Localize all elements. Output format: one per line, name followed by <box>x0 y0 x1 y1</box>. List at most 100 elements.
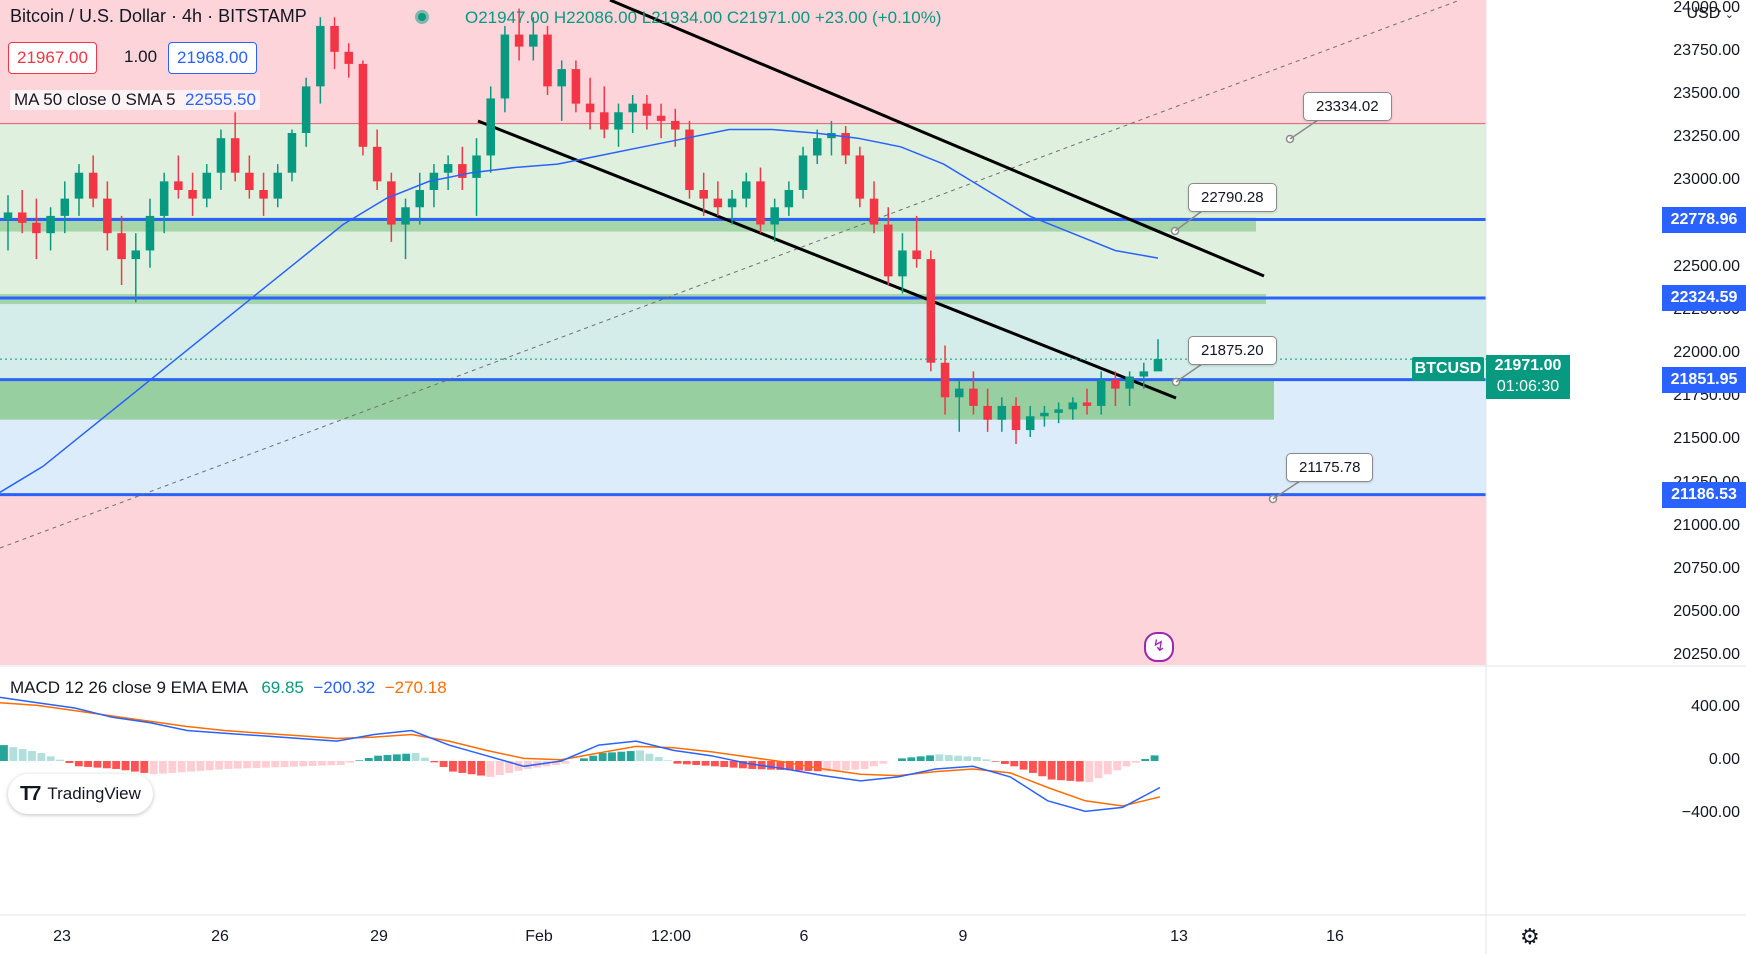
macd-hist-bar <box>748 761 757 769</box>
price-tick: 21500.00 <box>1673 430 1740 448</box>
macd-hist-bar <box>832 761 841 771</box>
macd-hist-bar <box>954 755 963 761</box>
settings-gear-icon[interactable]: ⚙ <box>1520 924 1540 949</box>
macd-hist-bar <box>215 761 224 770</box>
candle-body <box>32 222 41 234</box>
macd-hist-bar <box>355 760 364 761</box>
countdown: 01:06:30 <box>1496 378 1560 395</box>
candle-body <box>671 120 680 130</box>
macd-hist-bar <box>308 761 317 766</box>
macd-hist-bar <box>486 761 495 777</box>
candle-body <box>17 212 27 223</box>
macd-hist-bar <box>944 755 953 761</box>
macd-hist-bar <box>1057 761 1065 781</box>
price-tick: 22000.00 <box>1673 344 1740 362</box>
change-value: +23.00 (+0.10%) <box>814 8 942 27</box>
macd-hist-bar <box>551 761 560 765</box>
candle-body <box>174 181 183 190</box>
macd-hist-bar <box>580 758 588 761</box>
callout-21175[interactable]: 21175.78 <box>1286 453 1374 482</box>
macd-hist-bar <box>177 761 186 773</box>
callout-22790[interactable]: 22790.28 <box>1188 183 1277 212</box>
macd-hist-bar <box>1066 761 1075 781</box>
level-tag: 22324.59 <box>1662 285 1746 312</box>
candle-body <box>188 190 197 199</box>
macd-hist-bar <box>121 761 130 771</box>
macd-hist-bar <box>318 761 326 766</box>
lightning-icon[interactable]: ↯ <box>1144 632 1174 662</box>
candle-body <box>230 138 240 173</box>
candle-body <box>883 224 893 277</box>
macd-hist-bar <box>626 751 635 761</box>
macd-hist-bar <box>140 761 149 773</box>
macd-hist-bar <box>1010 761 1019 767</box>
macd-hist-bar <box>102 761 111 769</box>
candle-body <box>798 155 808 190</box>
macd-hist-bar <box>271 761 280 768</box>
macd-hist-bar <box>898 758 906 761</box>
candle-body <box>1153 359 1163 372</box>
time-tick: 12:00 <box>650 928 692 945</box>
candle-body <box>117 233 126 260</box>
symbol-title[interactable]: Bitcoin / U.S. Dollar · 4h · BITSTAMP <box>10 6 307 26</box>
buy-price-button[interactable]: 21968.00 <box>168 42 257 74</box>
symbol-tag: BTCUSD <box>1412 357 1484 381</box>
macd-line-value: −200.32 <box>313 678 376 697</box>
price-tick: 22500.00 <box>1673 257 1740 275</box>
macd-hist-bar <box>767 761 775 770</box>
macd-hist-bar <box>243 761 252 769</box>
macd-hist-bar <box>495 761 504 775</box>
macd-hist-bar <box>720 761 729 767</box>
candle-body <box>898 250 907 277</box>
macd-hist-bar <box>823 761 832 772</box>
macd-hist-bar <box>523 761 532 769</box>
callout-21875[interactable]: 21875.20 <box>1188 336 1277 365</box>
candle-body <box>145 215 155 251</box>
candle-body <box>131 250 141 260</box>
macd-hist-bar <box>187 761 195 772</box>
currency-selector[interactable]: USD ⌄ <box>1682 3 1738 25</box>
tv-wordmark: TradingView <box>47 784 141 803</box>
callout-23334[interactable]: 23334.02 <box>1303 92 1392 121</box>
candle-body <box>202 172 212 199</box>
candle-body <box>614 112 623 130</box>
ma-legend[interactable]: MA 50 close 0 SMA 5 22555.50 <box>10 90 260 110</box>
macd-tick-0: 0.00 <box>1708 751 1740 768</box>
macd-hist-bar <box>149 761 158 775</box>
macd-hist-bar <box>74 761 83 767</box>
ma-value: 22555.50 <box>185 90 256 109</box>
candle-body <box>301 86 311 133</box>
candle-body <box>756 181 765 225</box>
macd-hist-bar <box>420 757 429 761</box>
macd-hist-bar <box>299 761 308 767</box>
macd-hist-bar <box>1103 761 1112 775</box>
low-value: L21934.00 <box>641 8 723 27</box>
dashed-trendline <box>0 0 1461 549</box>
macd-hist-value: 69.85 <box>261 678 304 697</box>
candle-body <box>585 103 595 113</box>
price-tick: 23250.00 <box>1673 128 1740 146</box>
price-tick: 24000.00 <box>1673 0 1740 16</box>
macd-hist-bar <box>28 751 36 761</box>
candle-body <box>287 133 297 173</box>
candle-body <box>784 190 794 208</box>
macd-hist-bar <box>673 761 682 764</box>
candle-body <box>88 172 98 199</box>
candle-body <box>1068 402 1078 410</box>
candle-body <box>1111 380 1120 389</box>
candle-body <box>344 51 353 64</box>
sell-price-button[interactable]: 21967.00 <box>8 42 97 74</box>
candle-body <box>869 198 879 225</box>
candle-body <box>514 34 524 47</box>
candle-body <box>841 133 850 156</box>
candle-body <box>713 198 723 208</box>
candle-body <box>557 69 566 87</box>
macd-hist-bar <box>65 761 74 763</box>
tradingview-logo[interactable]: T7 TradingView <box>8 774 153 814</box>
candle-body <box>855 155 865 199</box>
callout-leader <box>1174 210 1203 232</box>
candle-body <box>1054 409 1063 413</box>
macd-legend[interactable]: MACD 12 26 close 9 EMA EMA 69.85 −200.32… <box>10 678 447 698</box>
macd-hist-bar <box>654 757 663 761</box>
